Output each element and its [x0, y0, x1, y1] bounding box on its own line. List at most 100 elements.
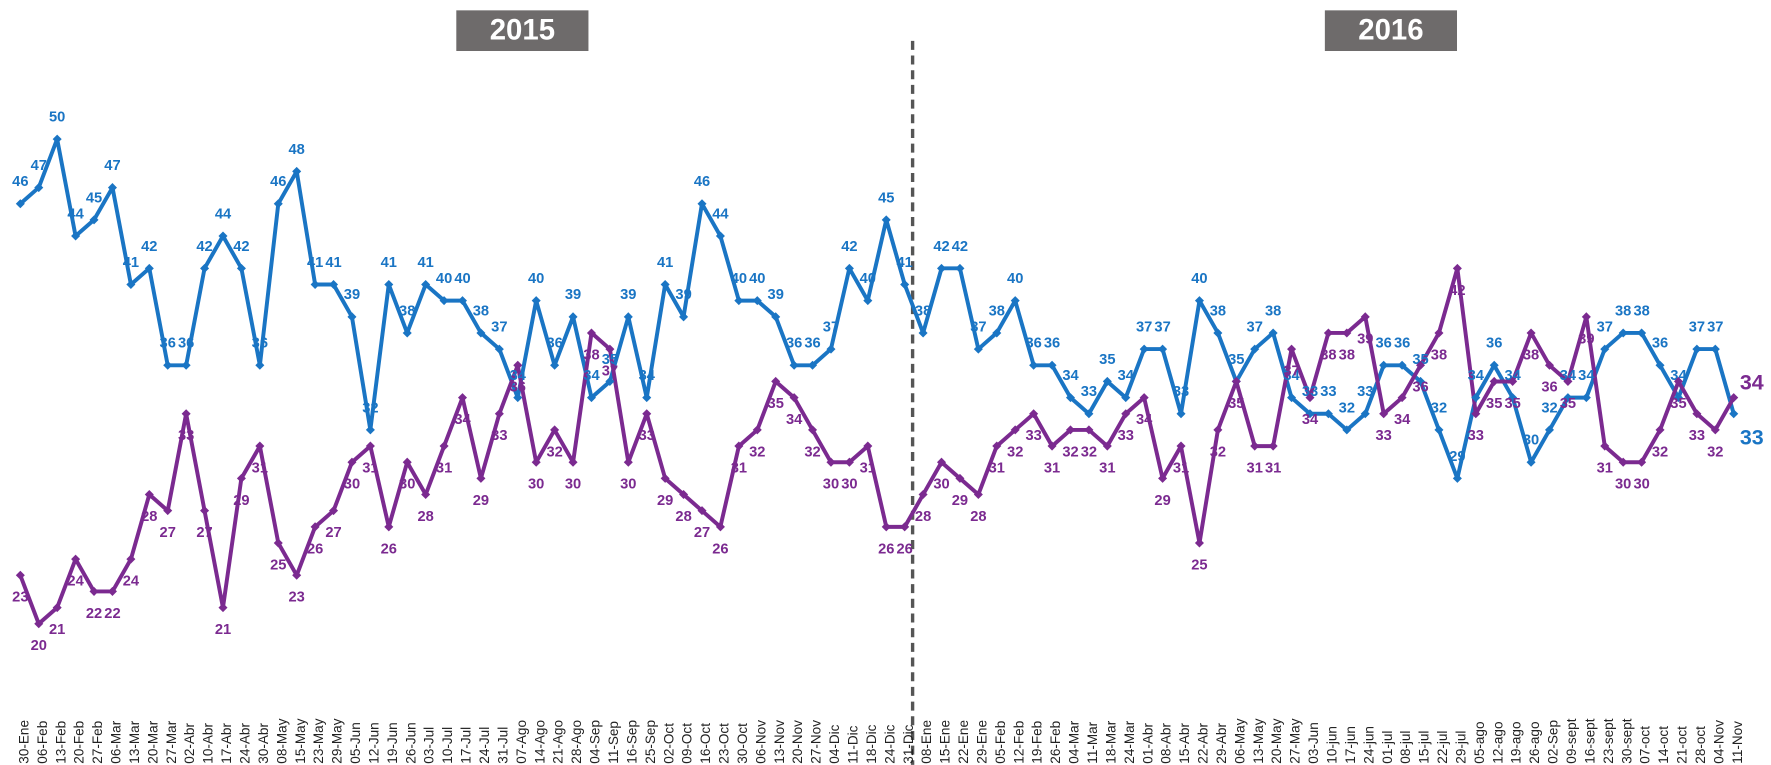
point-marker	[144, 263, 154, 273]
x-tick-label: 13-Feb	[53, 721, 68, 764]
point-marker	[1618, 457, 1628, 467]
point-marker	[218, 603, 228, 613]
x-tick-label: 06-Feb	[35, 721, 50, 764]
data-label: 36	[1376, 336, 1392, 352]
data-label: 35	[1228, 396, 1244, 412]
data-label: 38	[1339, 347, 1355, 363]
x-tick-label: 12-Jun	[366, 722, 381, 763]
data-label: 37	[970, 320, 986, 336]
point-marker	[439, 441, 449, 451]
data-label: 33	[1740, 425, 1764, 449]
data-label: 36	[252, 336, 268, 352]
data-label: 30	[620, 477, 636, 493]
data-label: 30	[1615, 477, 1631, 493]
point-marker	[808, 425, 818, 435]
x-tick-label: 13-May	[1251, 718, 1266, 763]
data-label: 29	[233, 493, 249, 509]
data-label: 34	[786, 412, 803, 428]
point-marker	[1342, 425, 1352, 435]
point-marker	[1010, 425, 1020, 435]
point-marker	[89, 586, 99, 596]
x-tick-label: 07-Ago	[514, 720, 529, 764]
x-tick-label: 31-Jul	[495, 727, 510, 764]
data-label: 33	[1689, 428, 1705, 444]
x-tick-label: 10-Jul	[440, 727, 455, 764]
point-marker	[1287, 344, 1297, 354]
data-label: 36	[1412, 380, 1428, 396]
data-label: 23	[289, 590, 305, 606]
x-tick-label: 24-Mar	[1122, 720, 1137, 763]
data-label: 40	[749, 271, 765, 287]
x-tick-label: 06-Nov	[753, 720, 768, 764]
x-tick-label: 19-Feb	[1030, 721, 1045, 764]
point-marker	[771, 312, 781, 322]
data-label: 27	[160, 525, 176, 541]
point-marker	[918, 489, 928, 500]
point-marker	[89, 215, 99, 225]
point-marker	[347, 457, 357, 467]
x-tick-label: 01-Abr	[1140, 723, 1155, 764]
data-label: 44	[215, 206, 232, 222]
x-tick-label: 23-Oct	[717, 723, 732, 764]
data-label: 34	[1468, 368, 1485, 384]
point-marker	[1618, 328, 1628, 338]
data-label: 38	[1633, 303, 1649, 319]
data-label: 36	[1394, 336, 1410, 352]
point-marker	[107, 183, 117, 193]
point-marker	[1508, 393, 1518, 403]
x-tick-label: 04-Dic	[827, 724, 842, 763]
data-label: 32	[1210, 444, 1226, 460]
point-marker	[1213, 425, 1223, 435]
point-marker	[255, 360, 265, 370]
data-label: 35	[1412, 352, 1428, 368]
data-label: 38	[1265, 303, 1281, 319]
point-marker	[826, 457, 836, 467]
point-marker	[973, 489, 983, 500]
data-label: 40	[1191, 271, 1207, 287]
x-tick-label: 26-Feb	[1048, 721, 1063, 764]
x-tick-label: 31-Dic	[901, 724, 916, 763]
data-label: 32	[749, 444, 765, 460]
data-label: 40	[454, 271, 470, 287]
data-label: 31	[860, 461, 876, 477]
point-marker	[1029, 360, 1039, 370]
data-label: 47	[104, 158, 120, 174]
point-marker	[1489, 376, 1499, 386]
data-label: 36	[1486, 336, 1502, 352]
data-label: 38	[915, 303, 931, 319]
x-tick-label: 15-jul	[1417, 731, 1432, 764]
data-label: 33	[1081, 384, 1097, 400]
point-marker	[1729, 393, 1739, 403]
data-label: 32	[1062, 444, 1078, 460]
data-label: 38	[473, 303, 489, 319]
x-tick-label: 05-Jun	[348, 722, 363, 763]
data-label: 33	[1173, 384, 1189, 400]
data-label: 34	[1062, 368, 1079, 384]
data-label: 32	[1652, 444, 1668, 460]
data-label: 48	[289, 142, 305, 158]
point-marker	[1673, 376, 1683, 386]
data-label: 34	[454, 412, 471, 428]
x-tick-label: 24-Abr	[238, 723, 253, 764]
x-tick-label: 24-Dic	[882, 724, 897, 763]
data-label: 26	[712, 541, 728, 557]
x-tick-label: 03-Jul	[422, 727, 437, 764]
data-label: 32	[1339, 400, 1355, 416]
data-label: 30	[1633, 477, 1649, 493]
data-label: 23	[12, 590, 28, 606]
x-tick-label: 22-Abr	[1196, 723, 1211, 764]
x-tick-label: 17-Abr	[219, 723, 234, 764]
data-label: 35	[768, 396, 784, 412]
x-tick-label: 27-Feb	[90, 721, 105, 764]
data-label: 27	[325, 525, 341, 541]
x-tick-label: 18-Mar	[1103, 720, 1118, 763]
point-marker	[1121, 393, 1131, 403]
point-marker	[1176, 441, 1186, 451]
x-tick-label: 11-Mar	[1085, 721, 1100, 763]
x-tick-label: 27-Nov	[809, 720, 824, 764]
data-label: 44	[67, 206, 84, 222]
data-label: 32	[804, 444, 820, 460]
data-label: 46	[270, 174, 286, 190]
x-tick-label: 02-Sep	[1546, 720, 1561, 764]
point-marker	[1563, 393, 1573, 403]
